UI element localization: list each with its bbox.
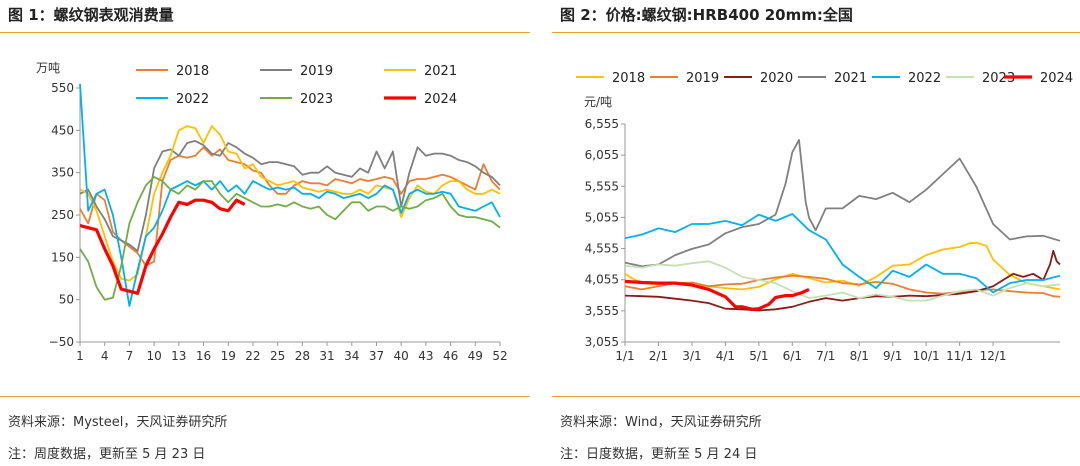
- figure-1-title: 图 1：螺纹钢表观消费量: [8, 6, 174, 24]
- x-tick-label: 22: [245, 349, 260, 363]
- legend-label-2022: 2022: [176, 92, 209, 107]
- figure-1-chart: 万吨 −50 50 150 250 350 450 550 1 4 7 10 13 16 19 22 25 28 3…: [36, 61, 508, 363]
- y-tick-label: 4,055: [585, 273, 619, 287]
- y-tick-label: 3,055: [585, 335, 619, 349]
- x-tick-label: 1: [76, 349, 84, 363]
- figure-1-top-rule: [0, 32, 530, 33]
- figure-2-chart: 元/吨 3,055 3,555 4,055 4,555 5,055 5,555 6,055 6,…: [576, 71, 1073, 363]
- figure-1-note: 注：周度数据，更新至 5 月 23 日: [8, 447, 206, 462]
- x-tick-label: 10/1: [913, 349, 940, 363]
- series-line-2022: [624, 213, 1061, 294]
- series-line-2019: [79, 140, 501, 252]
- y-tick-label: 6,055: [585, 148, 619, 162]
- y-tick-label: −50: [49, 335, 74, 349]
- y-tick-label: 450: [51, 123, 74, 137]
- figure-1-panel: 图 1：螺纹钢表观消费量 万吨 −50 50 150 250 350 450 550 1 4 7 10…: [0, 0, 530, 466]
- x-tick-label: 6/1: [783, 349, 802, 363]
- x-tick-label: 10: [146, 349, 161, 363]
- series-line-2018: [79, 146, 501, 267]
- legend-label-2024: 2024: [424, 92, 457, 107]
- x-tick-label: 28: [295, 349, 310, 363]
- y-tick-label: 150: [51, 250, 74, 264]
- series-line-2024: [79, 198, 246, 295]
- series-line-2021: [79, 125, 501, 282]
- figure-2-title: 图 2：价格:螺纹钢:HRB400 20mm:全国: [560, 6, 853, 24]
- x-tick-label: 40: [394, 349, 409, 363]
- x-tick-label: 52: [492, 349, 507, 363]
- series-line-2019: [624, 274, 1061, 298]
- legend-label-2021: 2021: [424, 64, 457, 79]
- x-tick-label: 37: [369, 349, 384, 363]
- legend-label-2018: 2018: [176, 64, 209, 79]
- series-line-2021: [624, 139, 1061, 268]
- legend-label-2024: 2024: [1040, 71, 1073, 86]
- x-tick-label: 19: [221, 349, 236, 363]
- x-tick-label: 31: [319, 349, 334, 363]
- series-line-2022: [79, 83, 501, 307]
- x-tick-label: 46: [443, 349, 458, 363]
- figure-1-source: 资料来源：Mysteel，天风证券研究所: [8, 415, 228, 430]
- legend-label-2023: 2023: [300, 92, 333, 107]
- legend-label-2022: 2022: [908, 71, 941, 86]
- x-tick-label: 12/1: [980, 349, 1007, 363]
- x-tick-label: 13: [171, 349, 186, 363]
- y-tick-label: 3,555: [585, 304, 619, 318]
- x-tick-label: 11/1: [946, 349, 973, 363]
- x-tick-label: 1/1: [615, 349, 634, 363]
- legend-label-2018: 2018: [612, 71, 645, 86]
- x-tick-label: 34: [344, 349, 359, 363]
- legend-label-2019: 2019: [300, 64, 333, 79]
- y-axis-unit: 元/吨: [584, 95, 612, 109]
- x-tick-label: 3/1: [682, 349, 701, 363]
- y-axis-unit: 万吨: [36, 61, 60, 75]
- y-tick-label: 5,555: [585, 179, 619, 193]
- figure-1-bottom-rule: [0, 396, 530, 397]
- series-line-2023: [79, 175, 501, 301]
- y-tick-label: 50: [59, 293, 74, 307]
- x-tick-label: 49: [468, 349, 483, 363]
- y-tick-label: 550: [51, 81, 74, 95]
- figure-2-bottom-rule: [552, 396, 1080, 397]
- x-tick-label: 4/1: [716, 349, 735, 363]
- y-tick-label: 6,555: [585, 117, 619, 131]
- x-tick-label: 9/1: [883, 349, 902, 363]
- figure-2-panel: 图 2：价格:螺纹钢:HRB400 20mm:全国 元/吨 3,055 3,555 4…: [552, 0, 1080, 466]
- figure-2-source: 资料来源：Wind，天风证券研究所: [560, 415, 762, 430]
- x-tick-label: 25: [270, 349, 285, 363]
- legend-label-2021: 2021: [834, 71, 867, 86]
- x-tick-label: 4: [101, 349, 109, 363]
- x-tick-label: 2/1: [649, 349, 668, 363]
- y-tick-label: 4,555: [585, 242, 619, 256]
- x-tick-label: 8/1: [850, 349, 869, 363]
- y-tick-label: 5,055: [585, 210, 619, 224]
- figure-2-top-rule: [552, 32, 1080, 33]
- figure-2-note: 注：日度数据，更新至 5 月 24 日: [560, 447, 758, 462]
- legend-label-2019: 2019: [686, 71, 719, 86]
- legend-label-2020: 2020: [760, 71, 793, 86]
- x-tick-label: 5/1: [749, 349, 768, 363]
- series-line-2023: [624, 260, 1061, 302]
- y-tick-label: 250: [51, 208, 74, 222]
- x-tick-label: 43: [418, 349, 433, 363]
- x-tick-label: 7/1: [816, 349, 835, 363]
- x-tick-label: 16: [196, 349, 211, 363]
- legend-label-2023: 2023: [982, 71, 1015, 86]
- x-tick-label: 7: [126, 349, 134, 363]
- y-tick-label: 350: [51, 166, 74, 180]
- series-line-2024: [624, 279, 810, 311]
